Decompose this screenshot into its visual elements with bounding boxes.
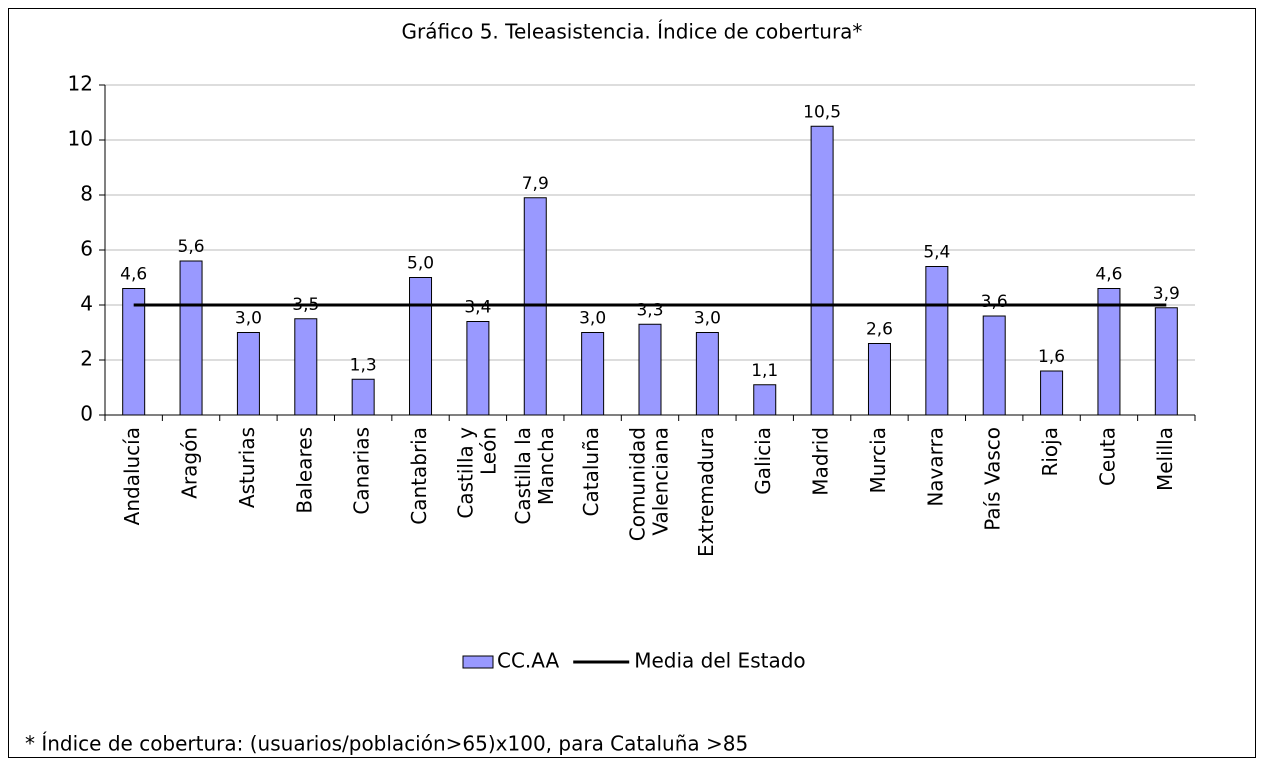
legend-swatch: [462, 655, 494, 669]
legend-label: Media del Estado: [634, 649, 805, 673]
x-tick-label: Ceuta: [1095, 427, 1119, 486]
x-tick-label: Melilla: [1153, 427, 1177, 491]
legend-label: CC.AA: [497, 649, 560, 673]
data-label: 2,6: [866, 320, 893, 340]
x-tick-group: Madrid: [809, 427, 833, 496]
x-tick-label: Rioja: [1038, 427, 1062, 477]
bar: [294, 318, 318, 416]
data-label: 5,0: [407, 254, 434, 274]
data-label: 3,9: [1153, 284, 1180, 304]
bar: [122, 288, 146, 416]
x-tick-group: País Vasco: [981, 427, 1005, 531]
x-tick-group: Extremadura: [694, 427, 718, 557]
data-label: 5,6: [178, 237, 205, 257]
x-tick-label: Cantabria: [407, 427, 431, 525]
x-tick-group: Galicia: [751, 427, 775, 495]
chart-title: Gráfico 5. Teleasistencia. Índice de cob…: [402, 20, 863, 44]
y-tick-label: 0: [80, 402, 93, 426]
data-label: 3,6: [981, 292, 1008, 312]
y-tick-label: 8: [80, 182, 93, 206]
x-tick-group: Cantabria: [407, 427, 431, 525]
x-tick-label: Galicia: [751, 427, 775, 495]
data-label: 3,3: [636, 300, 663, 320]
data-label: 7,9: [522, 174, 549, 194]
bar: [581, 332, 605, 416]
x-tick-label: Cataluña: [579, 427, 603, 516]
data-label: 1,6: [1038, 347, 1065, 367]
x-tick-group: Ceuta: [1095, 427, 1119, 486]
x-tick-label: País Vasco: [981, 427, 1005, 531]
bar: [867, 343, 891, 416]
x-tick-group: Andalucía: [120, 427, 144, 525]
y-tick-label: 10: [68, 127, 93, 151]
bar: [1097, 288, 1121, 416]
x-tick-label: Murcia: [866, 427, 890, 494]
y-tick-label: 4: [80, 292, 93, 316]
x-tick-group: Castilla yLeón: [453, 427, 500, 519]
bar: [409, 277, 433, 416]
bar: [179, 260, 203, 416]
data-label: 4,6: [1095, 265, 1122, 285]
y-tick-label: 2: [80, 347, 93, 371]
x-tick-group: Canarias: [350, 427, 374, 515]
footnote: * Índice de cobertura: (usuarios/poblaci…: [25, 732, 748, 756]
x-tick-group: ComunidadValenciana: [625, 427, 672, 541]
x-tick-label: Castilla yLeón: [453, 427, 500, 519]
x-tick-label: ComunidadValenciana: [625, 427, 672, 541]
data-label: 1,1: [751, 361, 778, 381]
data-label: 3,0: [579, 309, 606, 329]
x-tick-label: Canarias: [350, 427, 374, 515]
bar: [638, 323, 662, 416]
bar: [695, 332, 719, 416]
x-tick-group: Castilla laMancha: [510, 427, 557, 525]
data-label: 3,4: [464, 298, 491, 318]
y-tick-label: 6: [80, 237, 93, 261]
x-tick-group: Melilla: [1153, 427, 1177, 491]
bar: [982, 315, 1006, 416]
x-tick-group: Cataluña: [579, 427, 603, 516]
y-tick-label: 12: [68, 72, 93, 96]
x-tick-group: Navarra: [923, 427, 947, 507]
bar: [1040, 370, 1064, 416]
x-tick-label: Madrid: [809, 427, 833, 496]
x-tick-group: Rioja: [1038, 427, 1062, 477]
x-tick-label: Castilla laMancha: [510, 427, 557, 525]
bar: [810, 125, 834, 416]
bar: [236, 332, 260, 416]
x-tick-group: Aragón: [178, 427, 202, 499]
x-tick-label: Extremadura: [694, 427, 718, 557]
data-label: 1,3: [350, 355, 377, 375]
bar: [925, 266, 949, 416]
bar: [466, 321, 490, 416]
bar: [1154, 307, 1178, 416]
data-label: 4,6: [120, 265, 147, 285]
x-tick-group: Murcia: [866, 427, 890, 494]
data-label: 3,0: [694, 309, 721, 329]
x-tick-label: Aragón: [178, 427, 202, 499]
bar: [753, 384, 777, 416]
x-tick-label: Andalucía: [120, 427, 144, 525]
x-tick-label: Baleares: [292, 427, 316, 514]
x-tick-group: Asturias: [235, 427, 259, 508]
data-label: 3,0: [235, 309, 262, 329]
x-tick-label: Navarra: [923, 427, 947, 507]
data-label: 10,5: [803, 102, 841, 122]
data-label: 5,4: [923, 243, 950, 263]
bar: [351, 378, 375, 416]
x-tick-group: Baleares: [292, 427, 316, 514]
x-tick-label: Asturias: [235, 427, 259, 508]
